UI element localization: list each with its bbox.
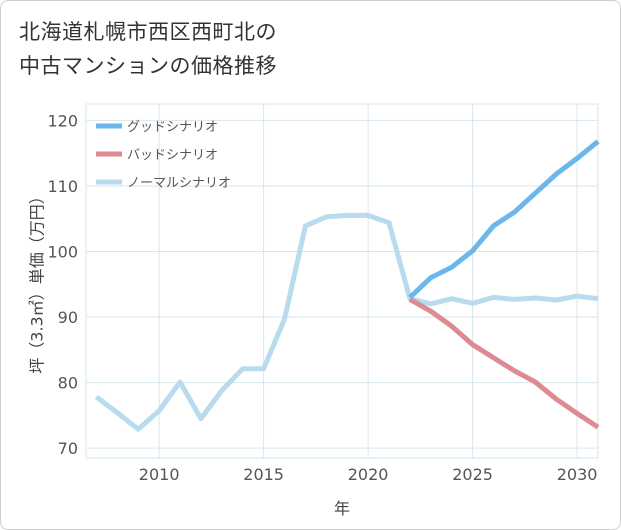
axes: 70 80 90 100 110 120 2010 2015 2020 2025 2030 xyxy=(47,111,597,484)
plot-frame xyxy=(85,103,599,459)
y-tick-label: 110 xyxy=(47,177,78,196)
y-tick-label: 100 xyxy=(47,243,78,262)
y-tick-label: 90 xyxy=(58,308,78,327)
page-title: 北海道札幌市西区西町北の 中古マンションの価格推移 xyxy=(19,15,277,83)
y-axis-label: 坪（3.3㎡）単価（万円） xyxy=(28,188,47,373)
x-axis-label: 年 xyxy=(334,499,350,518)
grid-lines xyxy=(85,103,599,459)
y-tick-label: 80 xyxy=(58,374,78,393)
series-line-good xyxy=(408,139,600,300)
x-tick-label: 2030 xyxy=(557,465,598,484)
title-line-1: 北海道札幌市西区西町北の xyxy=(19,20,277,44)
x-tick-label: 2010 xyxy=(139,465,180,484)
x-tick-label: 2015 xyxy=(243,465,284,484)
series-line-normal xyxy=(94,212,599,432)
x-tick-label: 2025 xyxy=(452,465,493,484)
title-line-2: 中古マンションの価格推移 xyxy=(19,54,277,78)
x-tick-label: 2020 xyxy=(348,465,389,484)
legend-label: バッドシナリオ xyxy=(127,148,218,163)
legend-label: グッドシナリオ xyxy=(127,120,218,135)
series-line-bad xyxy=(408,297,600,430)
series-lines xyxy=(94,139,600,432)
legend-label: ノーマルシナリオ xyxy=(127,176,231,191)
y-tick-label: 70 xyxy=(58,439,78,458)
y-tick-label: 120 xyxy=(47,111,78,130)
